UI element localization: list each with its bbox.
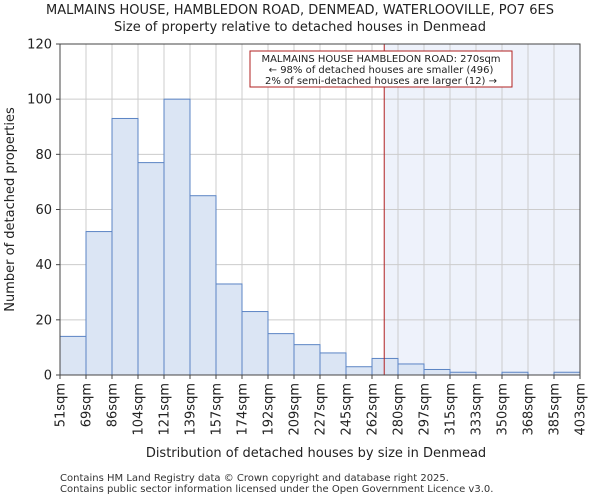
y-tick-label: 80 — [35, 148, 52, 163]
x-tick-label: 368sqm — [522, 383, 537, 436]
annotation-line-3: 2% of semi-detached houses are larger (1… — [265, 76, 497, 87]
marker-annotation: MALMAINS HOUSE HAMBLEDON ROAD: 270sqm ← … — [249, 50, 513, 88]
x-tick-label: 315sqm — [444, 383, 459, 436]
bar-227sqm — [319, 352, 347, 376]
bar-297sqm — [423, 368, 451, 376]
y-axis-label: Number of detached properties — [3, 107, 18, 312]
bar-280sqm — [397, 363, 425, 376]
bar-209sqm — [293, 344, 321, 376]
chart-title: MALMAINS HOUSE, HAMBLEDON ROAD, DENMEAD,… — [46, 3, 554, 18]
x-tick-label: 69sqm — [80, 383, 95, 427]
bar-86sqm — [111, 117, 139, 376]
x-axis-ticks: 51sqm 69sqm 86sqm 104sqm 121sqm 139sqm 157sqm 1… — [54, 375, 589, 436]
x-tick-label: 403sqm — [574, 383, 589, 436]
x-tick-label: 174sqm — [236, 383, 251, 436]
x-axis-label: Distribution of detached houses by size … — [146, 446, 486, 461]
x-tick-label: 350sqm — [496, 383, 511, 436]
y-tick-label: 0 — [44, 369, 52, 384]
y-tick-label: 40 — [35, 258, 52, 273]
bar-69sqm — [85, 231, 113, 376]
x-tick-label: 121sqm — [158, 383, 173, 436]
footer: Contains HM Land Registry data © Crown c… — [60, 473, 493, 495]
chart-subtitle: Size of property relative to detached ho… — [114, 20, 486, 35]
x-tick-label: 385sqm — [548, 383, 563, 436]
x-tick-label: 86sqm — [106, 383, 121, 427]
x-tick-label: 157sqm — [210, 383, 225, 436]
y-axis-ticks: 0 20 40 60 80 100 120 — [27, 38, 60, 384]
bar-51sqm — [59, 335, 87, 376]
bar-157sqm — [215, 283, 243, 376]
x-tick-label: 333sqm — [470, 383, 485, 436]
x-tick-label: 262sqm — [366, 383, 381, 436]
x-tick-label: 104sqm — [132, 383, 147, 436]
y-tick-label: 20 — [35, 313, 52, 328]
x-tick-label: 297sqm — [418, 383, 433, 436]
x-tick-label: 209sqm — [288, 383, 303, 436]
annotation-line-1: MALMAINS HOUSE HAMBLEDON ROAD: 270sqm — [261, 54, 500, 65]
bar-192sqm — [267, 333, 295, 376]
bar-139sqm — [189, 195, 217, 376]
bar-245sqm — [345, 366, 373, 376]
x-tick-label: 192sqm — [262, 383, 277, 436]
y-tick-label: 100 — [27, 93, 52, 108]
bar-121sqm — [163, 98, 191, 376]
footer-line-1: Contains HM Land Registry data © Crown c… — [60, 473, 449, 484]
x-tick-label: 139sqm — [184, 383, 199, 436]
x-tick-label: 227sqm — [314, 383, 329, 436]
bar-174sqm — [241, 311, 269, 376]
annotation-box — [249, 50, 513, 88]
y-tick-label: 60 — [35, 203, 52, 218]
annotation-line-2: ← 98% of detached houses are smaller (49… — [269, 65, 494, 76]
x-tick-label: 280sqm — [392, 383, 407, 436]
bar-262sqm — [371, 357, 399, 376]
footer-line-2: Contains public sector information licen… — [60, 484, 494, 495]
y-tick-label: 120 — [27, 38, 52, 53]
x-tick-label: 51sqm — [54, 383, 69, 427]
bar-104sqm — [137, 162, 165, 376]
x-tick-label: 245sqm — [340, 383, 355, 436]
